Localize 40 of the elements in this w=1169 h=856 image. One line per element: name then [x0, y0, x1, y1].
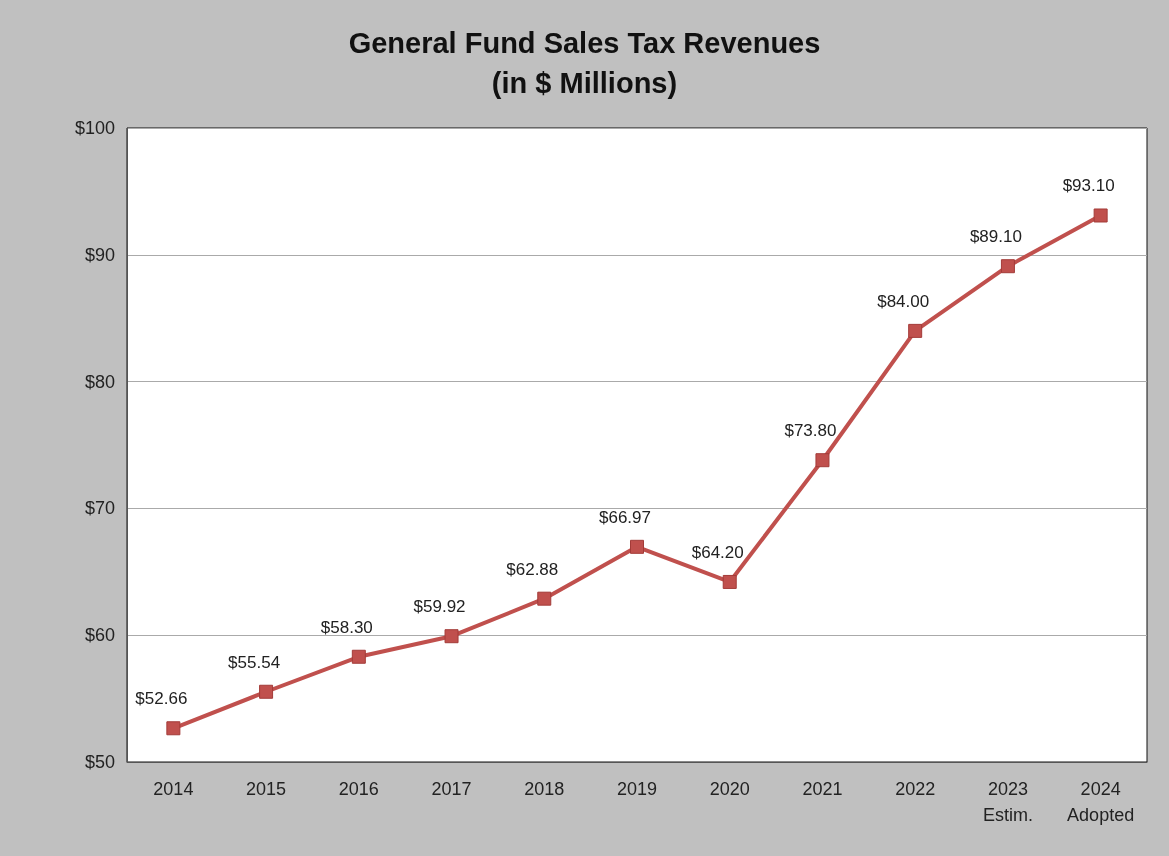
point	[351, 649, 366, 664]
chart-title: General Fund Sales Tax Revenues (in $ Millions)	[348, 27, 821, 99]
y-tick-label: $90	[84, 244, 115, 265]
data-label: $84.00	[877, 291, 930, 311]
point	[630, 539, 644, 554]
data-label: $55.54	[228, 652, 281, 672]
point	[537, 591, 552, 606]
data-label: $66.97	[599, 507, 651, 527]
y-tick-label: $60	[84, 625, 115, 646]
data-label: $89.10	[969, 227, 1022, 247]
point	[1093, 208, 1108, 223]
y-tick-label: $100	[74, 118, 115, 138]
point	[815, 453, 830, 468]
x-tick-label: 2014	[153, 779, 194, 799]
x-tick-label: 2022	[895, 779, 936, 799]
y-tick-label: $80	[84, 371, 115, 392]
point	[908, 323, 923, 338]
data-label: $64.20	[691, 542, 744, 562]
data-label: $62.88	[506, 559, 559, 579]
x-tick-label: 2019	[616, 779, 658, 799]
point	[166, 721, 181, 736]
point	[1000, 259, 1015, 274]
x-tick-label: 2016	[338, 779, 379, 799]
x-tick-label: 2023 Estim.	[982, 779, 1033, 825]
x-tick-label: 2020	[709, 779, 750, 799]
y-tick-label: $70	[84, 498, 115, 519]
point	[722, 574, 737, 589]
point	[444, 629, 459, 644]
data-label: $52.66	[135, 689, 188, 709]
x-tick-label: 2015	[246, 779, 287, 799]
x-tick-label: 2021	[802, 779, 843, 799]
y-tick-label: $50	[84, 752, 115, 772]
point	[259, 684, 274, 699]
data-label: $93.10	[1062, 176, 1115, 196]
x-tick-label: 2017	[431, 779, 472, 799]
data-label: $58.30	[320, 617, 373, 637]
data-label: $59.92	[413, 597, 466, 617]
x-tick-label: 2018	[524, 779, 565, 799]
x-tick-label: 2024 Adopted	[1067, 779, 1135, 825]
data-label: $73.80	[784, 421, 837, 441]
